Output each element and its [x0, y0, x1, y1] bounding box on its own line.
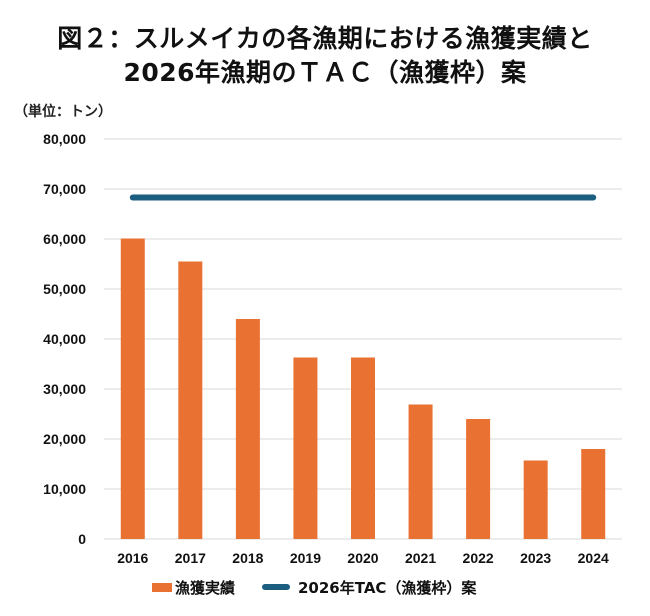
- unit-label: （単位：トン）: [14, 104, 112, 120]
- bar-2021: [408, 404, 433, 539]
- x-tick-label: 2023: [520, 550, 551, 566]
- bar-series: [120, 238, 606, 539]
- y-axis-ticks: 0 10,000 20,000 30,000 40,000 50,000 60,000 70,…: [43, 131, 86, 547]
- y-tick-label: 70,000: [43, 181, 86, 197]
- legend-swatch-bar: [152, 582, 172, 592]
- x-tick-label: 2017: [175, 550, 206, 566]
- legend: 漁獲実績 2026年TAC（漁獲枠）案: [0, 576, 650, 598]
- legend-label-tac: 2026年TAC（漁獲枠）案: [298, 578, 477, 597]
- y-tick-label: 50,000: [43, 281, 86, 297]
- y-tick-label: 20,000: [43, 431, 86, 447]
- bar-2019: [293, 357, 318, 539]
- chart-title-line-1: 図２：スルメイカの各漁期における漁獲実績と: [57, 24, 593, 53]
- x-axis-ticks: 2016 2017 2018 2019 2020 2021 2022 2023 2024: [117, 550, 609, 566]
- bar-2018: [235, 319, 260, 539]
- bar-2023: [523, 460, 548, 539]
- y-tick-label: 30,000: [43, 381, 86, 397]
- bar-2024: [581, 449, 606, 539]
- y-tick-label: 10,000: [43, 481, 86, 497]
- bar-2016: [120, 238, 145, 539]
- bar-2017: [178, 261, 203, 539]
- y-tick-label: 60,000: [43, 231, 86, 247]
- legend-item-catch: 漁獲実績: [152, 576, 235, 598]
- legend-item-tac: 2026年TAC（漁獲枠）案: [262, 576, 476, 598]
- x-tick-label: 2018: [232, 550, 263, 566]
- x-tick-label: 2019: [290, 550, 321, 566]
- x-tick-label: 2020: [347, 550, 378, 566]
- x-tick-label: 2022: [463, 550, 494, 566]
- x-tick-label: 2024: [578, 550, 609, 566]
- bar-2022: [466, 419, 491, 539]
- x-tick-label: 2021: [405, 550, 436, 566]
- legend-swatch-line: [262, 584, 290, 590]
- y-tick-label: 80,000: [43, 131, 86, 147]
- x-tick-label: 2016: [117, 550, 148, 566]
- y-tick-label: 40,000: [43, 331, 86, 347]
- y-tick-label: 0: [78, 531, 86, 547]
- chart-title-line-2: 2026年漁期のＴＡＣ（漁獲枠）案: [123, 58, 527, 87]
- bar-2020: [351, 357, 375, 539]
- legend-label-catch: 漁獲実績: [175, 578, 236, 597]
